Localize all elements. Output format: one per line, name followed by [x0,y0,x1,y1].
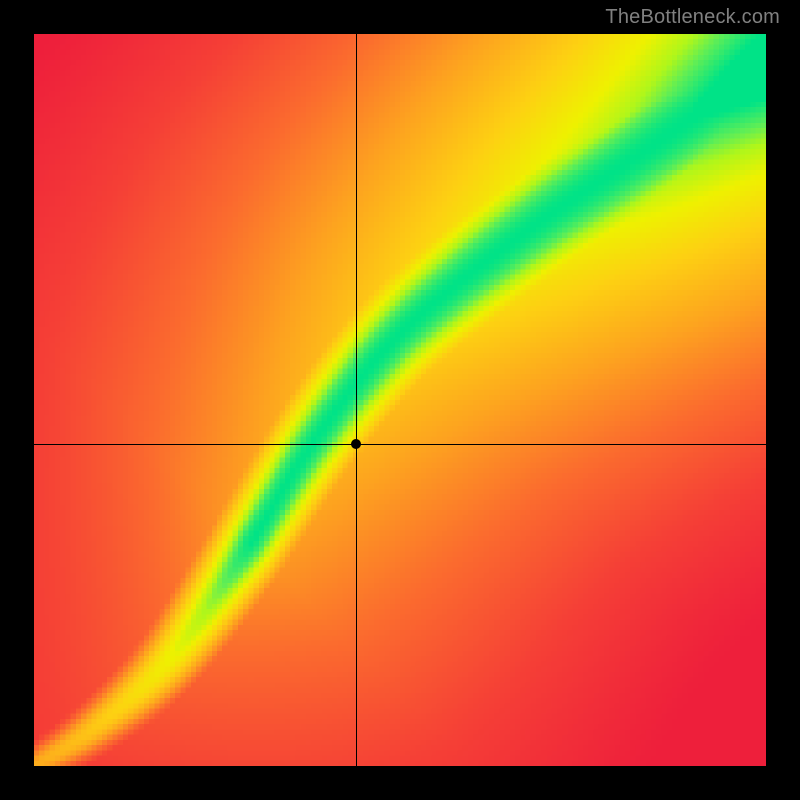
data-point-marker [351,439,361,449]
crosshair-horizontal [34,444,766,445]
heatmap-canvas [34,34,766,766]
crosshair-vertical [356,34,357,766]
watermark-text: TheBottleneck.com [605,6,780,29]
chart-frame: TheBottleneck.com [0,0,800,800]
heatmap-plot [34,34,766,766]
